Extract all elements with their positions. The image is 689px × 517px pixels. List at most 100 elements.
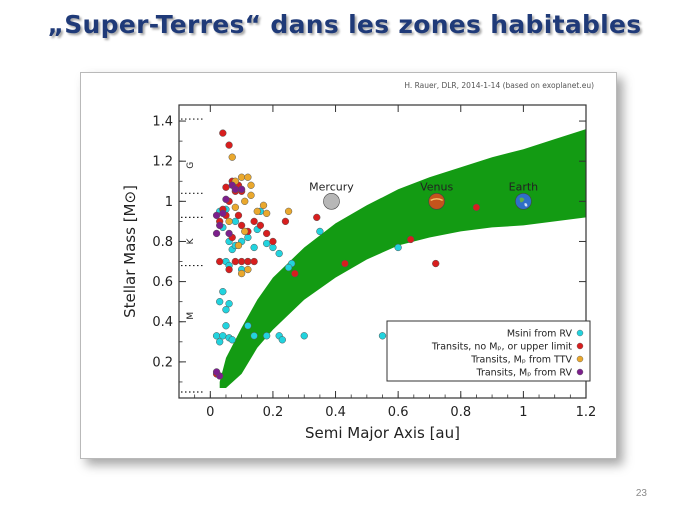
habitable-zone-band <box>219 129 586 388</box>
data-point-msini-rv <box>316 227 324 236</box>
earth-land-mark <box>519 197 525 203</box>
data-point-transit-ttv <box>241 227 249 236</box>
legend-label: Transits, Mₚ from TTV <box>470 355 572 366</box>
legend-marker <box>576 329 584 337</box>
data-point-transit-no-mass <box>219 129 227 137</box>
data-point-msini-rv <box>216 298 224 306</box>
data-point-msini-rv <box>225 300 233 308</box>
data-point-msini-rv <box>278 336 286 344</box>
data-point-transit-no-mass <box>237 221 246 230</box>
data-point-msini-rv <box>216 338 224 346</box>
data-point-transit-no-mass <box>222 183 230 191</box>
data-point-msini-rv <box>378 332 387 340</box>
data-point-msini-rv <box>222 322 230 330</box>
data-point-transit-no-mass <box>231 257 240 266</box>
x-tick-label: 0.4 <box>325 405 346 420</box>
x-tick-label: 0.6 <box>388 405 409 420</box>
x-tick-label: 0.2 <box>263 405 284 420</box>
data-point-transit-ttv <box>228 153 236 161</box>
data-point-transit-rv <box>212 368 221 376</box>
data-point-msini-rv <box>263 332 271 340</box>
data-point-transit-ttv <box>244 173 252 181</box>
data-point-transit-no-mass <box>216 257 224 266</box>
data-point-transit-no-mass <box>250 217 258 226</box>
y-tick-label: 0.2 <box>152 355 173 370</box>
data-point-transit-no-mass <box>225 265 233 274</box>
data-point-transit-no-mass <box>263 229 271 238</box>
x-tick-label: 1.2 <box>576 405 597 420</box>
data-point-transit-ttv <box>244 265 252 274</box>
legend-box <box>386 320 591 382</box>
data-point-msini-rv <box>250 243 258 252</box>
data-point-msini-rv <box>212 332 221 340</box>
data-point-transit-no-mass <box>407 235 415 244</box>
data-point-transit-rv <box>212 211 221 220</box>
slide-title: „Super-Terres“ dans les zones habitables <box>47 10 642 39</box>
venus-band-mark <box>430 198 443 201</box>
data-point-transit-no-mass <box>250 257 258 266</box>
data-point-transit-ttv <box>284 207 293 216</box>
data-point-transit-no-mass <box>432 259 440 268</box>
data-point-msini-rv <box>228 336 236 344</box>
data-point-transit-ttv <box>253 207 261 216</box>
y-tick-label: 1.4 <box>152 115 173 130</box>
figure-frame: H. Rauer, DLR, 2014-1-14 (based on exopl… <box>80 72 617 459</box>
legend-label: Transits, Mₚ from RV <box>476 368 573 379</box>
data-point-msini-rv <box>300 332 308 340</box>
x-tick-label: 1 <box>519 405 527 420</box>
data-point-transit-rv <box>231 185 240 193</box>
data-point-transit-rv <box>212 229 221 238</box>
spectral-type-label: K <box>186 237 196 244</box>
data-point-transit-ttv <box>247 191 255 199</box>
data-point-transit-rv <box>222 195 230 203</box>
data-point-msini-rv <box>219 287 227 296</box>
x-axis-title: Semi Major Axis [au] <box>305 424 460 442</box>
data-point-transit-no-mass <box>256 221 265 230</box>
data-point-transit-no-mass <box>269 237 277 246</box>
data-point-transit-rv <box>225 229 233 238</box>
x-tick-label: 0.8 <box>450 405 471 420</box>
y-tick-label: 0.6 <box>152 275 173 290</box>
planet-label: Mercury <box>309 180 354 193</box>
data-point-transit-ttv <box>231 203 240 211</box>
legend-marker <box>576 342 584 350</box>
y-tick-label: 1.2 <box>152 155 173 170</box>
earth-icon <box>515 193 532 210</box>
spectral-type-label: M <box>186 312 196 320</box>
data-point-transit-no-mass <box>472 203 481 211</box>
planet-label: Earth <box>509 180 539 193</box>
data-point-transit-ttv <box>247 181 255 189</box>
page-number: 23 <box>635 488 647 499</box>
y-tick-label: 1 <box>165 195 173 210</box>
data-point-transit-ttv <box>234 241 243 250</box>
data-point-transit-no-mass <box>225 141 233 149</box>
data-point-transit-no-mass <box>234 211 243 220</box>
data-point-transit-rv <box>219 209 227 218</box>
data-point-transit-no-mass <box>341 259 349 268</box>
y-tick-label: 0.4 <box>152 315 173 330</box>
data-point-transit-rv <box>237 185 246 193</box>
data-point-transit-no-mass <box>291 269 299 278</box>
venus-icon <box>428 193 445 210</box>
legend-label: Msini from RV <box>507 329 573 340</box>
y-tick-label: 0.8 <box>152 235 173 250</box>
spectral-type-label: G <box>186 162 196 169</box>
stellar-mass-vs-axis-chart: 0 0.2 0.4 0.6 0.8 1 1.2 0.2 0.4 0.6 0.8 1 1.2 1.4 Semi… <box>121 104 597 442</box>
mercury-icon <box>323 193 340 210</box>
data-point-transit-ttv <box>237 173 246 181</box>
data-point-msini-rv <box>275 249 283 258</box>
data-point-msini-rv <box>263 239 271 248</box>
data-point-msini-rv <box>231 217 240 226</box>
data-point-transit-no-mass <box>244 257 252 266</box>
legend-label: Transits, no Mₚ, or upper limit <box>431 342 572 353</box>
data-point-msini-rv <box>219 332 227 340</box>
data-point-transit-no-mass <box>237 257 246 266</box>
data-point-transit-ttv <box>237 269 246 278</box>
legend-marker <box>576 355 584 363</box>
data-point-transit-ttv <box>225 217 233 226</box>
data-point-msini-rv <box>394 243 402 252</box>
legend-marker <box>576 368 584 376</box>
data-point-transit-ttv <box>263 209 271 218</box>
y-axis-title: Stellar Mass [M⊙] <box>121 185 139 318</box>
data-point-transit-ttv <box>259 201 268 209</box>
